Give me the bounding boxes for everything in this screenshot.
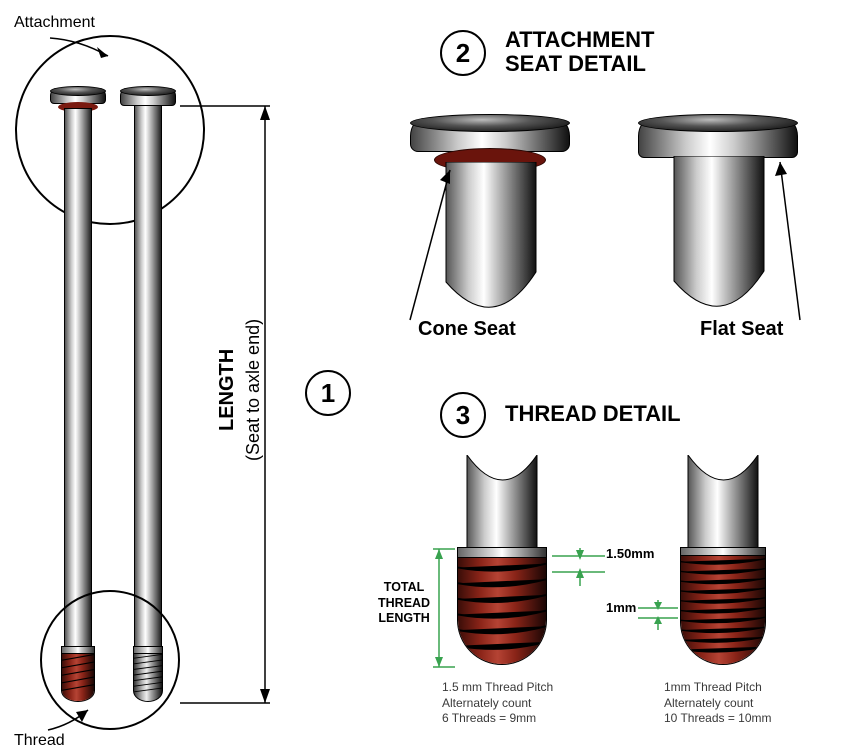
thread-left-c3: 6 Threads = 9mm bbox=[442, 711, 553, 727]
step-2-badge: 2 bbox=[440, 30, 486, 76]
step-2-title: ATTACHMENT SEAT DETAIL bbox=[505, 28, 655, 76]
seat-leaders bbox=[380, 110, 820, 340]
thread-example-right bbox=[666, 455, 786, 690]
thread-left-caption: 1.5 mm Thread Pitch Alternately count 6 … bbox=[442, 680, 553, 727]
step-2-title-l1: ATTACHMENT bbox=[505, 28, 655, 52]
total-thread-length-label: TOTALTHREADLENGTH bbox=[378, 580, 430, 627]
dim-total-thread-length bbox=[425, 545, 465, 675]
step-1-badge: 1 bbox=[305, 370, 351, 416]
pitch-1-label: 1mm bbox=[606, 600, 636, 615]
length-label-2: (Seat to axle end) bbox=[243, 319, 263, 461]
thread-left-c2: Alternately count bbox=[442, 696, 553, 712]
step-3-number: 3 bbox=[456, 400, 470, 431]
cone-seat-label: Cone Seat bbox=[418, 318, 516, 341]
step-2-title-l2: SEAT DETAIL bbox=[505, 52, 655, 76]
length-label-1: LENGTH bbox=[216, 349, 238, 431]
thread-right-caption: 1mm Thread Pitch Alternately count 10 Th… bbox=[664, 680, 772, 727]
step-3-badge: 3 bbox=[440, 392, 486, 438]
length-label-group: LENGTH (Seat to axle end) bbox=[216, 260, 264, 520]
thread-right-c2: Alternately count bbox=[664, 696, 772, 712]
thread-right-c3: 10 Threads = 10mm bbox=[664, 711, 772, 727]
thread-left-c1: 1.5 mm Thread Pitch bbox=[442, 680, 553, 696]
pitch-150-label: 1.50mm bbox=[606, 546, 654, 561]
thread-leader bbox=[0, 680, 200, 750]
step-1-number: 1 bbox=[321, 378, 335, 409]
flat-seat-label: Flat Seat bbox=[700, 318, 783, 341]
step-2-number: 2 bbox=[456, 38, 470, 69]
step-3-title: THREAD DETAIL bbox=[505, 402, 681, 426]
thread-right-c1: 1mm Thread Pitch bbox=[664, 680, 772, 696]
